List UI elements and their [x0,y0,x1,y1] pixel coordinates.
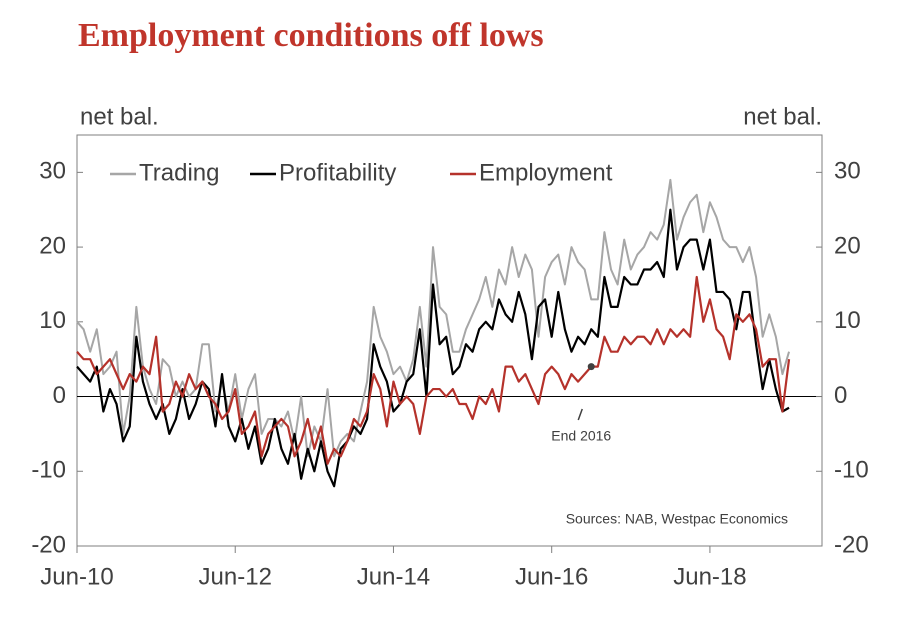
source: Sources: NAB, Westpac Economics [566,511,788,527]
plot-frame [76,134,823,547]
y2-tick-label: 0 [834,382,847,409]
x-tick-label: Jun-16 [515,563,588,590]
y2-tick-label: 30 [834,158,861,185]
series-line [76,178,790,458]
y2-tick-label: -10 [834,457,869,484]
y2-tick-label: 10 [834,307,861,334]
legend-label: Profitability [279,159,396,186]
y-tick-label: 20 [39,232,66,259]
y2-tick-label: -20 [834,531,869,558]
y-tick-label: 30 [39,158,66,185]
legend-label: Trading [139,159,219,186]
annotation-text: End 2016 [551,428,611,444]
x-tick-label: Jun-12 [199,563,272,590]
chart-title: Employment conditions off lows [78,17,544,54]
y-axis-label: net bal. [80,103,159,130]
y2-tick-label: 20 [834,232,861,259]
y-tick-label: 10 [39,307,66,334]
legend-label: Employment [479,159,613,186]
y-tick-label: 0 [53,382,66,409]
series-line [76,275,791,465]
x-tick-label: Jun-18 [673,563,746,590]
y-tick-label: -10 [31,457,66,484]
x-tick-label: Jun-10 [40,563,113,590]
series-line [76,208,790,488]
y2-axis-label: net bal. [743,103,822,130]
x-tick-label: Jun-14 [357,563,430,590]
y-tick-label: -20 [31,531,66,558]
annotation-pointer [577,408,583,421]
annotation-marker [587,363,595,371]
